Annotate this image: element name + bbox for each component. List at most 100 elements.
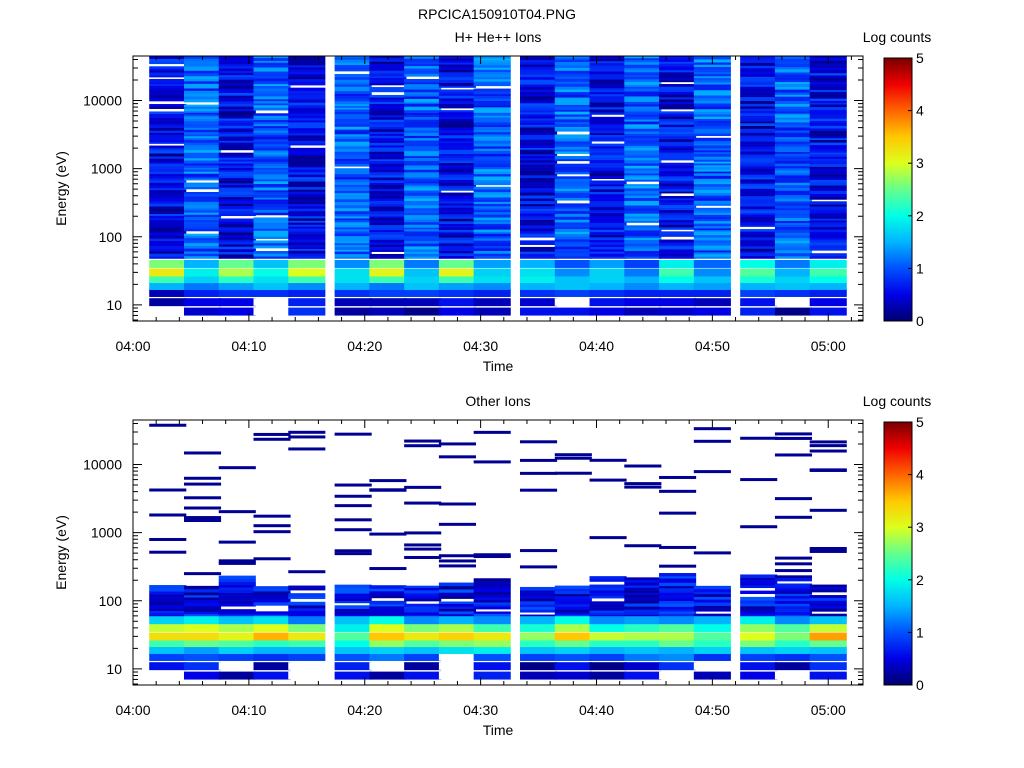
background-cell [693, 210, 731, 213]
background-cell [183, 70, 222, 74]
colorbar-label: Log counts [863, 29, 932, 45]
background-cell [624, 84, 662, 87]
background-cell [809, 237, 847, 240]
background-cell [659, 233, 697, 237]
background-cell [624, 91, 662, 95]
background-cell [473, 203, 511, 207]
background-cell [369, 110, 407, 113]
background-cell [369, 157, 407, 160]
background-cell [659, 598, 697, 602]
background-cell [740, 206, 778, 210]
background-cell [183, 248, 222, 252]
heatmap-cell [624, 671, 662, 680]
background-cell [369, 588, 407, 592]
heatmap-cell [520, 307, 558, 316]
background-cell [369, 216, 407, 219]
background-cell [218, 169, 256, 172]
background-cell [473, 235, 511, 239]
background-cell [288, 76, 326, 80]
background-cell [520, 590, 558, 593]
background-cell [473, 105, 511, 108]
background-cell [334, 204, 372, 209]
background-cell [183, 90, 222, 94]
background-cell [288, 198, 326, 203]
background-cell [554, 192, 592, 196]
background-cell [624, 153, 662, 156]
background-cell [334, 587, 372, 591]
background-cell [183, 110, 222, 113]
background-cell [693, 66, 731, 70]
background-cell [253, 125, 291, 129]
background-cell [693, 195, 731, 199]
background-cell [149, 238, 187, 241]
heatmap-cell [774, 307, 813, 316]
background-cell [774, 190, 813, 194]
background-cell [693, 153, 731, 157]
heatmap-cell [740, 646, 778, 654]
heatmap-cell [334, 259, 372, 268]
background-cell [253, 203, 291, 208]
heatmap-cell [473, 639, 511, 648]
background-cell [404, 585, 442, 589]
background-cell [253, 209, 291, 213]
background-cell [218, 603, 256, 607]
background-cell [334, 190, 372, 194]
background-cell [589, 212, 627, 217]
background-cell [589, 227, 627, 230]
background-cell [438, 227, 476, 230]
background-cell [809, 226, 847, 230]
heatmap-cell [659, 275, 697, 284]
heatmap-cell [334, 282, 372, 290]
background-cell [774, 115, 813, 118]
background-cell [774, 109, 813, 112]
background-cell [183, 193, 222, 197]
sparse-line [438, 559, 476, 563]
background-cell [149, 97, 187, 102]
background-cell [554, 604, 592, 607]
sparse-line [520, 488, 558, 492]
background-cell [183, 600, 222, 604]
background-cell [473, 102, 511, 106]
background-cell [554, 61, 592, 66]
background-cell [589, 87, 627, 91]
heatmap-cell [149, 639, 187, 648]
background-cell [334, 590, 372, 594]
background-cell [740, 154, 778, 158]
background-cell [183, 72, 222, 77]
heatmap-cell [334, 307, 372, 316]
heatmap-cell [659, 298, 697, 307]
background-cell [589, 256, 627, 259]
background-cell [438, 91, 476, 95]
background-cell [774, 58, 813, 62]
background-cell [183, 67, 222, 71]
heatmap-cell [809, 259, 847, 268]
heatmap-cell [253, 268, 291, 277]
background-cell [473, 109, 511, 113]
background-cell [659, 173, 697, 177]
background-cell [183, 112, 222, 115]
background-cell [404, 86, 442, 90]
background-cell [693, 89, 731, 93]
background-cell [473, 217, 511, 221]
sparse-line [520, 549, 558, 553]
background-cell [520, 198, 558, 202]
background-cell [554, 181, 592, 184]
background-cell [369, 253, 407, 257]
background-cell [659, 121, 697, 125]
background-cell [404, 209, 442, 214]
background-cell [253, 194, 291, 198]
background-cell [438, 100, 476, 104]
background-cell [183, 139, 222, 143]
background-cell [149, 604, 187, 609]
background-cell [693, 103, 731, 107]
background-cell [473, 186, 511, 190]
background-cell [183, 614, 222, 618]
background-cell [473, 136, 511, 139]
background-cell [693, 192, 731, 196]
background-cell [404, 227, 442, 230]
heatmap-cell [288, 298, 326, 307]
sparse-line [288, 570, 326, 574]
background-cell [740, 161, 778, 164]
background-cell [554, 166, 592, 170]
